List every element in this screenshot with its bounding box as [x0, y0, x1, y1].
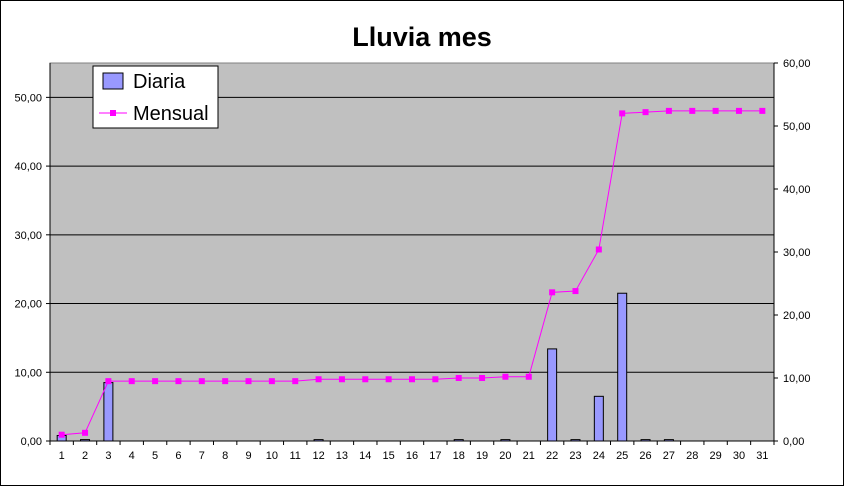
y-right-tick-label: 30,00: [783, 247, 811, 259]
legend-box: [92, 65, 219, 129]
point-mensual: [175, 378, 182, 385]
chart-title: Lluvia mes: [352, 22, 492, 52]
point-mensual: [58, 431, 65, 438]
legend-swatch-diaria: [102, 72, 124, 90]
x-tick-label: 7: [199, 450, 205, 462]
x-tick-label: 4: [129, 450, 135, 462]
point-mensual: [735, 107, 742, 114]
point-mensual: [595, 246, 602, 253]
x-tick-label: 3: [105, 450, 111, 462]
bar-diaria: [640, 439, 651, 442]
x-tick-label: 2: [82, 450, 88, 462]
point-mensual: [82, 429, 89, 436]
point-mensual: [385, 376, 392, 383]
bar-diaria: [313, 439, 324, 442]
x-tick-label: 28: [686, 450, 698, 462]
bar-diaria: [617, 292, 628, 442]
x-tick-label: 20: [499, 450, 511, 462]
x-tick-label: 1: [59, 450, 65, 462]
point-mensual: [759, 107, 766, 114]
y-right-tick-label: 60,00: [783, 58, 811, 70]
y-right-tick-label: 10,00: [783, 373, 811, 385]
y-right-tick-label: 50,00: [783, 121, 811, 133]
x-tick-label: 14: [359, 450, 371, 462]
point-mensual: [525, 373, 532, 380]
point-mensual: [128, 378, 135, 385]
x-tick-label: 9: [245, 450, 251, 462]
bar-diaria: [80, 439, 91, 442]
point-mensual: [222, 378, 229, 385]
x-tick-label: 26: [639, 450, 651, 462]
bar-diaria: [453, 439, 464, 442]
x-tick-label: 5: [152, 450, 158, 462]
x-tick-label: 19: [476, 450, 488, 462]
bar-diaria: [593, 395, 604, 442]
bar-diaria: [103, 382, 114, 442]
x-tick-label: 22: [546, 450, 558, 462]
legend-marker-mensual: [110, 110, 116, 116]
y-left-tick-label: 10,00: [14, 367, 42, 379]
point-mensual: [338, 376, 345, 383]
x-tick-label: 13: [336, 450, 348, 462]
y-left-tick-label: 0,00: [21, 436, 42, 448]
x-tick-label: 23: [569, 450, 581, 462]
x-tick-label: 25: [616, 450, 628, 462]
point-mensual: [362, 376, 369, 383]
point-mensual: [479, 375, 486, 381]
point-mensual: [455, 375, 462, 381]
x-tick-label: 31: [756, 450, 768, 462]
x-tick-label: 18: [453, 450, 465, 462]
point-mensual: [432, 376, 439, 383]
point-mensual: [198, 378, 205, 385]
x-tick-label: 30: [733, 450, 745, 462]
x-tick-label: 16: [406, 450, 418, 462]
point-mensual: [502, 373, 509, 380]
point-mensual: [292, 378, 299, 385]
y-left-tick-label: 20,00: [14, 299, 42, 311]
y-left-tick-label: 50,00: [14, 92, 42, 104]
x-tick-label: 15: [383, 450, 395, 462]
point-mensual: [105, 378, 112, 385]
point-mensual: [712, 107, 719, 114]
point-mensual: [152, 378, 159, 385]
point-mensual: [572, 288, 579, 295]
bar-diaria: [547, 348, 558, 442]
x-tick-label: 12: [312, 450, 324, 462]
point-mensual: [268, 378, 275, 385]
legend-label-diaria: Diaria: [133, 71, 186, 93]
point-mensual: [315, 376, 322, 383]
y-right-tick-label: 20,00: [783, 310, 811, 322]
x-tick-label: 21: [523, 450, 535, 462]
y-right-tick-label: 0,00: [783, 436, 804, 448]
x-tick-label: 8: [222, 450, 228, 462]
point-mensual: [245, 378, 252, 385]
x-tick-label: 29: [709, 450, 721, 462]
x-tick-label: 27: [663, 450, 675, 462]
y-right-tick-label: 40,00: [783, 184, 811, 196]
point-mensual: [689, 107, 696, 114]
bar-diaria: [570, 439, 581, 442]
x-tick-label: 24: [593, 450, 605, 462]
point-mensual: [665, 107, 672, 114]
y-left-tick-label: 40,00: [14, 161, 42, 173]
x-tick-label: 11: [290, 450, 301, 462]
point-mensual: [619, 110, 626, 117]
x-tick-label: 10: [266, 450, 278, 462]
y-left-tick-label: 30,00: [14, 230, 42, 242]
x-tick-label: 6: [175, 450, 181, 462]
point-mensual: [409, 376, 415, 383]
x-tick-label: 17: [429, 450, 441, 462]
legend-label-mensual: Mensual: [133, 103, 209, 125]
bar-diaria: [663, 439, 674, 442]
bar-diaria: [500, 439, 511, 442]
point-mensual: [549, 289, 556, 296]
point-mensual: [642, 109, 649, 116]
